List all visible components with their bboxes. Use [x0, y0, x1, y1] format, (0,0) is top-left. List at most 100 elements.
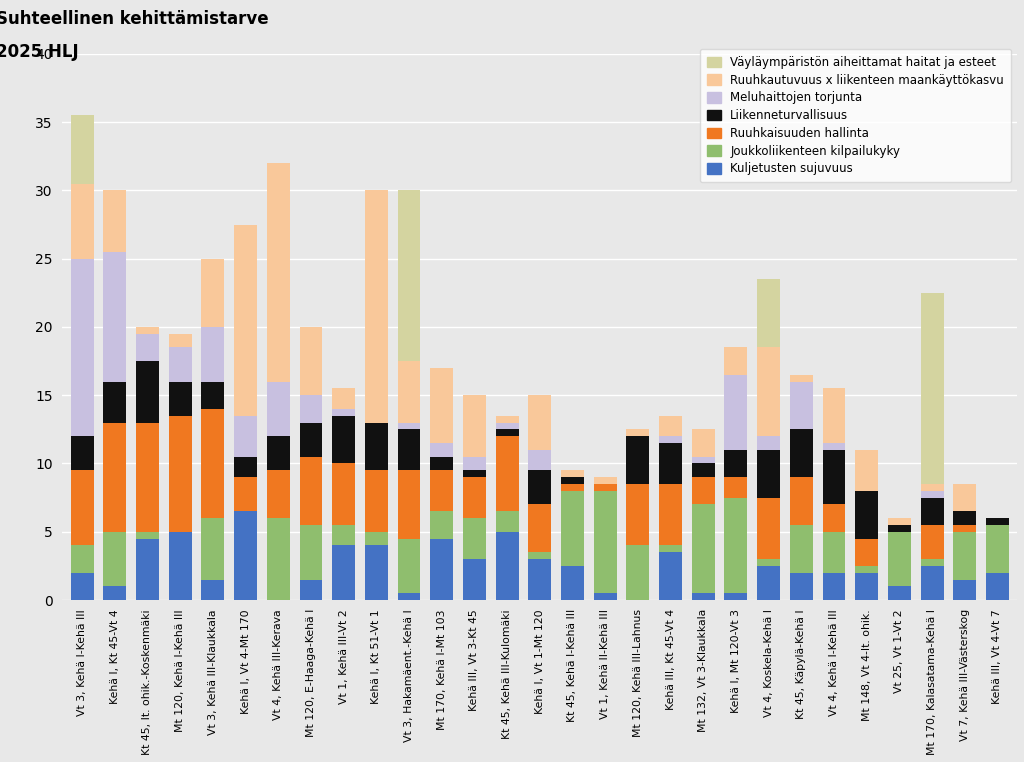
Bar	[953, 525, 976, 532]
Bar	[921, 293, 943, 484]
Bar	[855, 566, 879, 573]
Bar	[888, 587, 910, 600]
Bar	[757, 498, 780, 559]
Bar	[627, 546, 649, 600]
Bar	[496, 436, 518, 511]
Bar	[71, 115, 93, 184]
Bar	[103, 382, 126, 423]
Bar	[365, 546, 388, 600]
Bar	[692, 504, 715, 593]
Bar	[692, 593, 715, 600]
Bar	[757, 559, 780, 566]
Bar	[136, 539, 159, 600]
Bar	[365, 470, 388, 532]
Bar	[397, 539, 421, 593]
Bar	[169, 416, 191, 532]
Bar	[71, 470, 93, 546]
Bar	[921, 559, 943, 566]
Bar	[724, 498, 748, 593]
Bar	[822, 450, 846, 504]
Bar	[234, 416, 257, 456]
Bar	[136, 423, 159, 532]
Bar	[202, 382, 224, 409]
Bar	[365, 532, 388, 546]
Bar	[397, 470, 421, 539]
Bar	[267, 163, 290, 382]
Bar	[397, 361, 421, 423]
Bar	[103, 587, 126, 600]
Bar	[234, 477, 257, 511]
Bar	[430, 511, 454, 539]
Bar	[822, 443, 846, 450]
Bar	[299, 580, 323, 600]
Bar	[855, 573, 879, 600]
Bar	[921, 491, 943, 498]
Bar	[332, 525, 355, 546]
Bar	[986, 573, 1009, 600]
Bar	[430, 470, 454, 511]
Bar	[496, 416, 518, 423]
Bar	[267, 470, 290, 518]
Bar	[724, 477, 748, 498]
Bar	[136, 532, 159, 539]
Bar	[790, 573, 813, 600]
Text: Suhteellinen kehittämistarve: Suhteellinen kehittämistarve	[0, 10, 268, 28]
Bar	[397, 423, 421, 429]
Bar	[234, 456, 257, 477]
Bar	[71, 573, 93, 600]
Bar	[627, 429, 649, 436]
Bar	[169, 347, 191, 382]
Bar	[953, 532, 976, 580]
Bar	[528, 450, 551, 470]
Bar	[757, 566, 780, 600]
Bar	[496, 429, 518, 436]
Bar	[299, 525, 323, 580]
Bar	[202, 580, 224, 600]
Bar	[332, 463, 355, 525]
Bar	[953, 511, 976, 525]
Bar	[692, 429, 715, 456]
Bar	[921, 484, 943, 491]
Bar	[528, 552, 551, 559]
Bar	[103, 423, 126, 532]
Bar	[463, 518, 485, 559]
Bar	[496, 532, 518, 600]
Bar	[332, 409, 355, 416]
Bar	[986, 518, 1009, 525]
Bar	[430, 539, 454, 600]
Bar	[299, 395, 323, 423]
Bar	[202, 518, 224, 580]
Bar	[561, 477, 584, 484]
Bar	[921, 525, 943, 559]
Bar	[594, 484, 616, 491]
Bar	[692, 477, 715, 504]
Bar	[365, 190, 388, 423]
Bar	[986, 525, 1009, 573]
Bar	[365, 423, 388, 470]
Bar	[463, 559, 485, 600]
Bar	[757, 347, 780, 436]
Bar	[790, 477, 813, 525]
Text: 2025 HLJ: 2025 HLJ	[0, 43, 78, 61]
Bar	[561, 484, 584, 491]
Bar	[496, 511, 518, 532]
Bar	[528, 559, 551, 600]
Bar	[496, 423, 518, 429]
Bar	[169, 532, 191, 600]
Bar	[202, 409, 224, 518]
Bar	[169, 334, 191, 347]
Bar	[234, 511, 257, 600]
Bar	[724, 375, 748, 450]
Bar	[594, 491, 616, 593]
Bar	[267, 382, 290, 436]
Bar	[692, 456, 715, 463]
Bar	[822, 573, 846, 600]
Bar	[267, 518, 290, 600]
Bar	[397, 429, 421, 470]
Bar	[202, 258, 224, 327]
Bar	[659, 484, 682, 546]
Bar	[724, 450, 748, 477]
Bar	[299, 327, 323, 395]
Bar	[430, 368, 454, 443]
Legend: Väyläympäristön aiheittamat haitat ja esteet, Ruuhkautuvuus x liikenteen maankäy: Väyläympäristön aiheittamat haitat ja es…	[699, 49, 1011, 182]
